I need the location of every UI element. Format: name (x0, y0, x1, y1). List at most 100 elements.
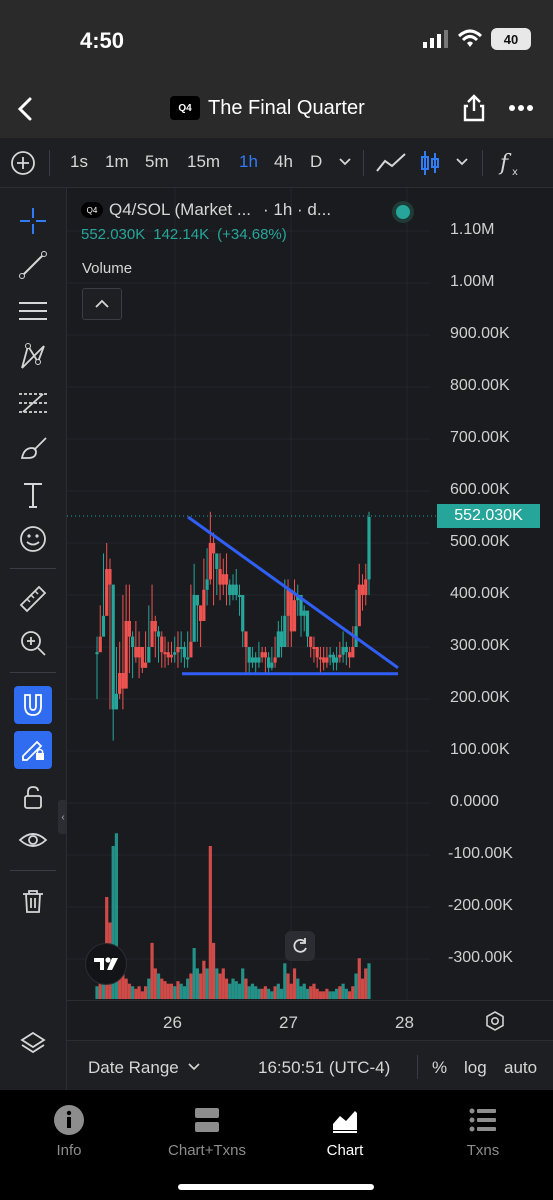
timeframe-d[interactable]: D (310, 152, 323, 171)
lock-drawings-tool[interactable] (14, 731, 52, 769)
add-indicator-icon[interactable] (10, 150, 36, 176)
tab-txns-label: Txns (466, 1142, 500, 1159)
bottom-tab-bar: Info Chart+Txns Chart Txns (0, 1090, 553, 1200)
emoji-tool[interactable] (14, 520, 52, 558)
candle-body (108, 569, 112, 585)
pattern-tool[interactable] (14, 338, 52, 376)
area-chart-icon (333, 1111, 357, 1133)
percent-scale-toggle[interactable]: % (432, 1058, 448, 1077)
volume-bar (95, 986, 99, 999)
symbol-row[interactable]: Q4 Q4/SOL (Market ... · 1h · d... (81, 200, 331, 220)
function-icon[interactable]: f x (498, 148, 524, 178)
eye-icon (18, 833, 48, 847)
date-range-selector[interactable]: Date Range (88, 1058, 179, 1077)
brush-icon (20, 437, 47, 459)
tradingview-logo[interactable] (85, 943, 127, 985)
candle-body (325, 657, 329, 663)
candle-body (244, 631, 248, 647)
candle-body (140, 647, 144, 668)
volume-bar (160, 978, 164, 999)
back-chevron-icon[interactable] (14, 96, 36, 122)
volume-bar (199, 973, 203, 999)
candle-body (208, 543, 212, 580)
volume-bar (364, 968, 368, 999)
brush-tool[interactable] (14, 430, 52, 468)
price-change: 142.14K (153, 226, 210, 243)
trend-line-tool[interactable] (14, 246, 52, 284)
crosshair-tool[interactable] (14, 202, 52, 240)
volume-bar (218, 973, 222, 999)
candle-body (302, 610, 306, 616)
timeframe-5m[interactable]: 5m (145, 152, 169, 171)
svg-text:f: f (498, 151, 512, 176)
more-horizontal-icon[interactable] (508, 104, 534, 112)
auto-scale-toggle[interactable]: auto (504, 1058, 538, 1077)
share-icon[interactable] (462, 94, 486, 122)
y-tick-label: 600.00K (450, 481, 510, 498)
candle-body (257, 657, 261, 663)
volume-bar (186, 978, 190, 999)
candle-body (338, 654, 342, 658)
volume-bar (228, 983, 232, 999)
timeframe-15m[interactable]: 15m (187, 152, 221, 171)
token-logo: Q4 (170, 96, 200, 120)
volume-bar (309, 986, 313, 999)
candle-body (283, 615, 287, 647)
ruler-tool[interactable] (14, 580, 52, 618)
volume-bar (260, 988, 264, 999)
sidebar-collapse-handle[interactable]: ‹ (58, 800, 68, 834)
candle-body (137, 647, 141, 658)
fib-tool[interactable] (14, 384, 52, 422)
tab-txns[interactable]: Txns (428, 1106, 538, 1159)
timeframe-4h[interactable]: 4h (274, 152, 293, 171)
line-chart-icon[interactable] (375, 151, 407, 175)
toolbar-divider (482, 150, 483, 176)
visibility-tool[interactable] (14, 822, 52, 860)
chart-type-chevron-down-icon[interactable] (455, 157, 469, 167)
x-tick-label: 27 (279, 1013, 298, 1032)
tab-chart-txns[interactable]: Chart+Txns (152, 1106, 262, 1159)
volume-bar (367, 963, 371, 999)
candle-body (215, 553, 219, 569)
candle-body (153, 621, 157, 632)
candle-body (299, 595, 303, 616)
delete-tool[interactable] (14, 882, 52, 920)
candlestick-icon[interactable] (419, 149, 441, 177)
date-range-chevron-down-icon[interactable] (188, 1063, 200, 1071)
horizontal-lines-tool[interactable] (14, 292, 52, 330)
toolbar-divider (49, 150, 50, 176)
volume-bar (289, 983, 293, 999)
magnet-tool[interactable] (14, 686, 52, 724)
reset-chart-button[interactable] (285, 931, 315, 961)
layers-icon (20, 1031, 46, 1054)
timeframe-1h[interactable]: 1h (239, 152, 258, 171)
volume-bar (127, 983, 131, 999)
candle-body (98, 636, 102, 653)
tab-chart[interactable]: Chart (290, 1106, 400, 1159)
volume-bar (283, 963, 287, 999)
volume-bar (257, 988, 261, 999)
chart-clock[interactable]: 16:50:51 (UTC-4) (258, 1058, 391, 1077)
timeframe-1s[interactable]: 1s (70, 152, 88, 171)
candle-body (351, 647, 355, 658)
volume-bar (315, 988, 319, 999)
unlock-tool[interactable] (14, 778, 52, 816)
candle-body (211, 543, 216, 554)
zoom-tool[interactable] (14, 624, 52, 662)
price-chart[interactable] (67, 188, 553, 1040)
candle-body (267, 657, 271, 668)
tab-chart-label: Chart (326, 1142, 364, 1159)
candle-body (202, 589, 206, 621)
tab-info[interactable]: Info (14, 1105, 124, 1159)
volume-bar (276, 983, 280, 999)
chart-settings-icon[interactable] (484, 1010, 506, 1032)
tab-info-label: Info (56, 1142, 82, 1159)
log-scale-toggle[interactable]: log (464, 1058, 487, 1077)
collapse-indicators-button[interactable] (82, 288, 122, 320)
volume-bar (244, 978, 248, 999)
text-tool[interactable] (14, 476, 52, 514)
y-tick-label: 400.00K (450, 585, 510, 602)
timeframe-1m[interactable]: 1m (105, 152, 129, 171)
layers-tool[interactable] (14, 1024, 52, 1062)
timeframe-chevron-down-icon[interactable] (338, 157, 352, 167)
